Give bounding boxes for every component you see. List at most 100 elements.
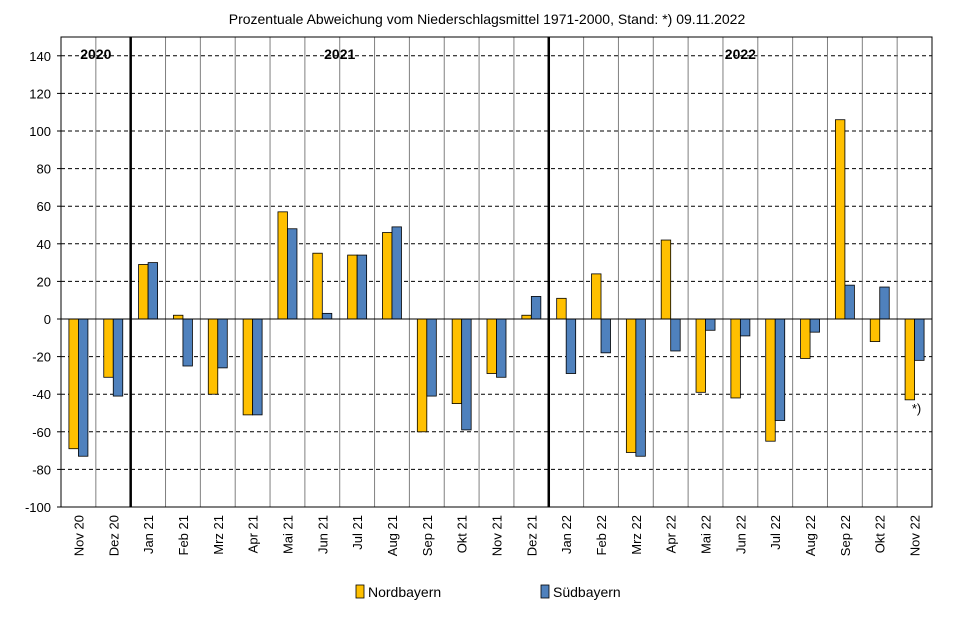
y-tick-label: 40 xyxy=(37,237,51,252)
bar-nordbayern xyxy=(451,318,463,404)
x-tick-label: Feb 21 xyxy=(176,515,191,555)
legend-label: Nordbayern xyxy=(368,584,441,600)
plot-frame xyxy=(60,36,933,508)
bar-nordbayern xyxy=(660,239,672,320)
y-axis: -100 -80 -60 -40 -20 0 20 40 60 80 100 120 140 xyxy=(25,49,61,515)
bar-nordbayern xyxy=(103,318,114,378)
y-tick-label: 60 xyxy=(37,199,51,214)
bar-suedbayern xyxy=(321,312,333,320)
x-tick-label: Nov 22 xyxy=(908,515,923,556)
x-tick-label: Apr 21 xyxy=(246,515,261,553)
bar-nordbayern xyxy=(835,119,846,320)
year-label: 2020 xyxy=(80,46,111,62)
x-tick-label: Feb 22 xyxy=(594,515,609,555)
bar-nordbayern xyxy=(242,318,254,416)
plot-area xyxy=(61,37,932,507)
bar-nordbayern xyxy=(800,318,811,359)
legend-swatch xyxy=(540,584,550,599)
x-tick-label: Nov 21 xyxy=(490,515,505,556)
bar-suedbayern xyxy=(530,296,542,320)
year-label: 2021 xyxy=(324,46,355,62)
y-tick-label: 120 xyxy=(29,86,51,101)
bar-suedbayern xyxy=(809,318,820,333)
legend-swatch xyxy=(355,584,365,599)
bar-suedbayern xyxy=(844,284,855,320)
bar-suedbayern xyxy=(78,318,89,457)
bar-nordbayern xyxy=(416,318,428,433)
x-tick-label: Dez 20 xyxy=(106,515,121,556)
y-tick-label: -60 xyxy=(32,425,51,440)
x-tick-label: Sep 21 xyxy=(420,515,435,556)
y-tick-label: -80 xyxy=(32,462,51,477)
x-tick-label: Mrz 21 xyxy=(211,515,226,555)
x-tick-label: Jan 21 xyxy=(141,515,156,554)
bar-suedbayern xyxy=(670,318,681,352)
bar-nordbayern xyxy=(904,318,915,401)
bar-nordbayern xyxy=(695,318,706,393)
x-tick-label: Jul 22 xyxy=(768,515,783,550)
bar-nordbayern xyxy=(556,297,567,320)
x-tick-label: Mai 21 xyxy=(280,515,295,554)
bar-suedbayern xyxy=(879,286,890,320)
bar-nordbayern xyxy=(138,264,149,320)
bar-suedbayern xyxy=(496,318,507,378)
x-tick-label: Okt 21 xyxy=(455,515,470,553)
y-tick-label: -100 xyxy=(25,500,51,515)
bar-suedbayern xyxy=(914,318,925,361)
y-tick-label: 20 xyxy=(37,274,51,289)
bar-suedbayern xyxy=(600,318,611,354)
bar-nordbayern xyxy=(625,318,637,453)
x-tick-label: Jun 22 xyxy=(733,515,748,554)
bar-nordbayern xyxy=(382,232,393,320)
bar-nordbayern xyxy=(68,318,79,450)
bar-nordbayern xyxy=(347,254,358,320)
chart-title: Prozentuale Abweichung vom Niederschlags… xyxy=(229,11,746,27)
bar-nordbayern xyxy=(521,314,532,320)
y-tick-label: -40 xyxy=(32,387,51,402)
bar-nordbayern xyxy=(312,252,323,320)
year-labels: 2020 2021 2022 xyxy=(80,46,756,62)
bar-suedbayern xyxy=(739,318,751,337)
bar-suedbayern xyxy=(426,318,437,397)
bar-nordbayern xyxy=(869,318,881,342)
bar-suedbayern xyxy=(287,228,298,320)
bar-suedbayern xyxy=(147,262,159,320)
x-tick-label: Aug 21 xyxy=(385,515,400,556)
bar-nordbayern xyxy=(207,318,219,395)
bar-suedbayern xyxy=(182,318,193,367)
bar-suedbayern xyxy=(705,318,716,331)
bar-nordbayern xyxy=(730,318,741,399)
bar-suedbayern xyxy=(774,318,786,421)
y-tick-label: 80 xyxy=(37,162,51,177)
legend-label: Südbayern xyxy=(553,584,621,600)
plot-border xyxy=(60,36,933,508)
x-tick-label: Jun 21 xyxy=(315,515,330,554)
x-tick-label: Nov 20 xyxy=(71,515,86,556)
x-tick-label: Dez 21 xyxy=(524,515,539,556)
bar-nordbayern xyxy=(173,314,184,320)
y-tick-label: -20 xyxy=(32,350,51,365)
bar-suedbayern xyxy=(635,318,646,457)
annotation: *) xyxy=(912,401,921,416)
bar-suedbayern xyxy=(112,318,124,397)
x-tick-label: Mai 22 xyxy=(699,515,714,554)
bar-nordbayern xyxy=(277,211,288,320)
bar-nordbayern xyxy=(765,318,776,442)
y-tick-label: 0 xyxy=(44,312,51,327)
x-tick-label: Apr 22 xyxy=(664,515,679,553)
bar-nordbayern xyxy=(486,318,497,374)
x-tick-label: Sep 22 xyxy=(838,515,853,556)
y-tick-label: 140 xyxy=(29,49,51,64)
x-axis: Nov 20 Dez 20 Jan 21 Feb 21 Mrz 21 Apr 21 Mai … xyxy=(71,515,922,556)
bars xyxy=(68,119,925,457)
x-tick-label: Jul 21 xyxy=(350,515,365,550)
y-tick-label: 100 xyxy=(29,124,51,139)
bar-suedbayern xyxy=(565,318,577,374)
x-tick-label: Mrz 22 xyxy=(629,515,644,555)
x-tick-label: Jan 22 xyxy=(559,515,574,554)
bar-suedbayern xyxy=(356,254,368,320)
bar-suedbayern xyxy=(391,226,402,320)
x-tick-label: Okt 22 xyxy=(873,515,888,553)
x-tick-label: Aug 22 xyxy=(803,515,818,556)
